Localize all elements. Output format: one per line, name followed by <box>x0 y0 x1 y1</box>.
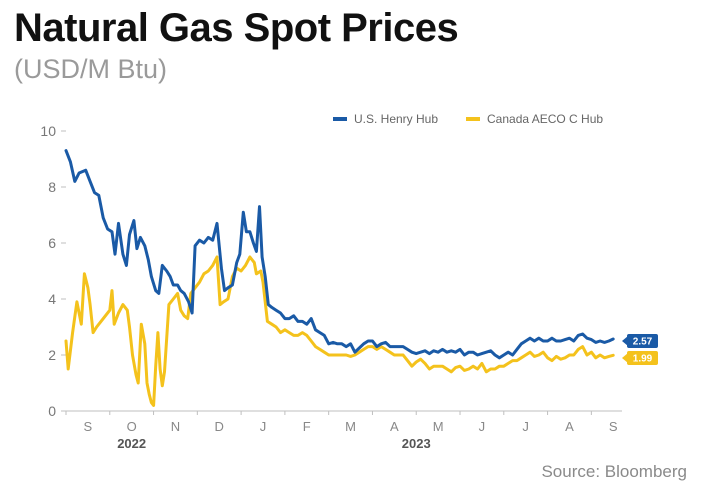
page-subtitle: (USD/M Btu) <box>14 54 168 84</box>
x-tick-label: S <box>84 419 93 434</box>
end-value-pointer-henry-hub <box>622 336 628 346</box>
x-tick-label: N <box>171 419 180 434</box>
chart-series-layer <box>64 149 615 407</box>
x-tick-label: A <box>390 419 399 434</box>
end-value-badge-aeco-c-hub <box>627 351 658 365</box>
end-value-labels: 2.57 1.99 <box>622 334 658 365</box>
page-title: Natural Gas Spot Prices <box>14 6 459 50</box>
legend-label-henry-hub: U.S. Henry Hub <box>354 112 438 126</box>
end-value-aeco-c-hub: 1.99 <box>633 354 653 365</box>
x-tick-label: J <box>260 419 267 434</box>
x-tick-label: J <box>479 419 486 434</box>
y-tick-label: 8 <box>48 179 56 195</box>
y-tick-label: 4 <box>48 291 56 307</box>
series-line-aeco-c-hub <box>64 255 615 407</box>
series-line-henry-hub <box>64 149 615 360</box>
x-tick-label: D <box>215 419 224 434</box>
x-tick-label: S <box>609 419 618 434</box>
x-tick-label: A <box>565 419 574 434</box>
x-tick-label: M <box>345 419 356 434</box>
y-tick-label: 0 <box>48 403 56 419</box>
end-value-henry-hub: 2.57 <box>633 337 653 348</box>
year-label: 2022 <box>117 436 146 451</box>
year-label: 2023 <box>402 436 431 451</box>
y-tick-label: 2 <box>48 347 56 363</box>
y-tick-label: 10 <box>40 123 56 139</box>
x-tick-label: O <box>127 419 137 434</box>
chart-axes: 0 2 4 6 8 10 S O N D J F M A M J J A S 2022 2023 <box>40 123 622 451</box>
source-note: Source: Bloomberg <box>541 462 687 481</box>
chart-legend: U.S. Henry Hub Canada AECO C Hub <box>333 112 603 126</box>
x-tick-label: M <box>433 419 444 434</box>
end-value-pointer-aeco-c-hub <box>622 353 628 363</box>
legend-label-aeco-c-hub: Canada AECO C Hub <box>487 112 603 126</box>
y-tick-label: 6 <box>48 235 56 251</box>
x-tick-label: J <box>522 419 529 434</box>
end-value-badge-henry-hub <box>627 334 658 348</box>
x-tick-label: F <box>303 419 311 434</box>
